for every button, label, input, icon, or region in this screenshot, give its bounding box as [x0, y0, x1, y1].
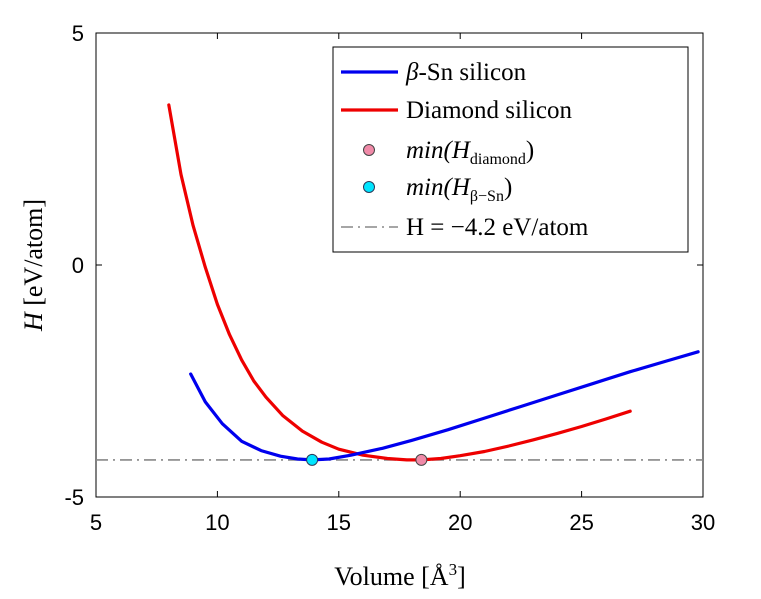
- legend-entry-diamond: Diamond silicon: [406, 97, 572, 124]
- legend-box: [332, 46, 689, 253]
- points-layer: [306, 453, 428, 466]
- x-tick-label: 20: [448, 510, 472, 535]
- legend-key-marker: [363, 181, 375, 193]
- legend-entry-h-reference: H = −4.2 eV/atom: [406, 214, 589, 241]
- legend-keys: [341, 70, 398, 228]
- y-tick-label: 5: [72, 21, 84, 46]
- x-tick-label: 15: [327, 510, 351, 535]
- series-layer: [96, 103, 703, 462]
- legend-entry-beta-sn: β-Sn silicon: [405, 59, 527, 86]
- legend: β-Sn silicon Diamond silicon min(Hdiamon…: [332, 46, 689, 253]
- y-tick-label: -5: [64, 485, 84, 510]
- y-axis-title: H [eV/atom]: [19, 199, 48, 332]
- legend-entry-min-diamond: min(Hdiamond): [406, 137, 534, 168]
- x-tick-label: 25: [569, 510, 593, 535]
- legend-entry-min-beta-sn: min(Hβ−Sn): [406, 174, 512, 205]
- x-tick-label: 5: [90, 510, 102, 535]
- legend-key-marker: [363, 144, 375, 156]
- x-tick-label: 30: [691, 510, 715, 535]
- y-tick-label: 0: [72, 253, 84, 278]
- x-tick-label: 10: [205, 510, 229, 535]
- min-point-1: [306, 453, 319, 466]
- axis-ticks: 5 10 15 20 25 30 -5 0 5: [64, 21, 715, 535]
- min-point-0: [415, 453, 428, 466]
- x-axis-title: Volume [Å3]: [334, 560, 466, 591]
- series-line-1: [167, 103, 632, 462]
- series-line-0: [189, 350, 700, 462]
